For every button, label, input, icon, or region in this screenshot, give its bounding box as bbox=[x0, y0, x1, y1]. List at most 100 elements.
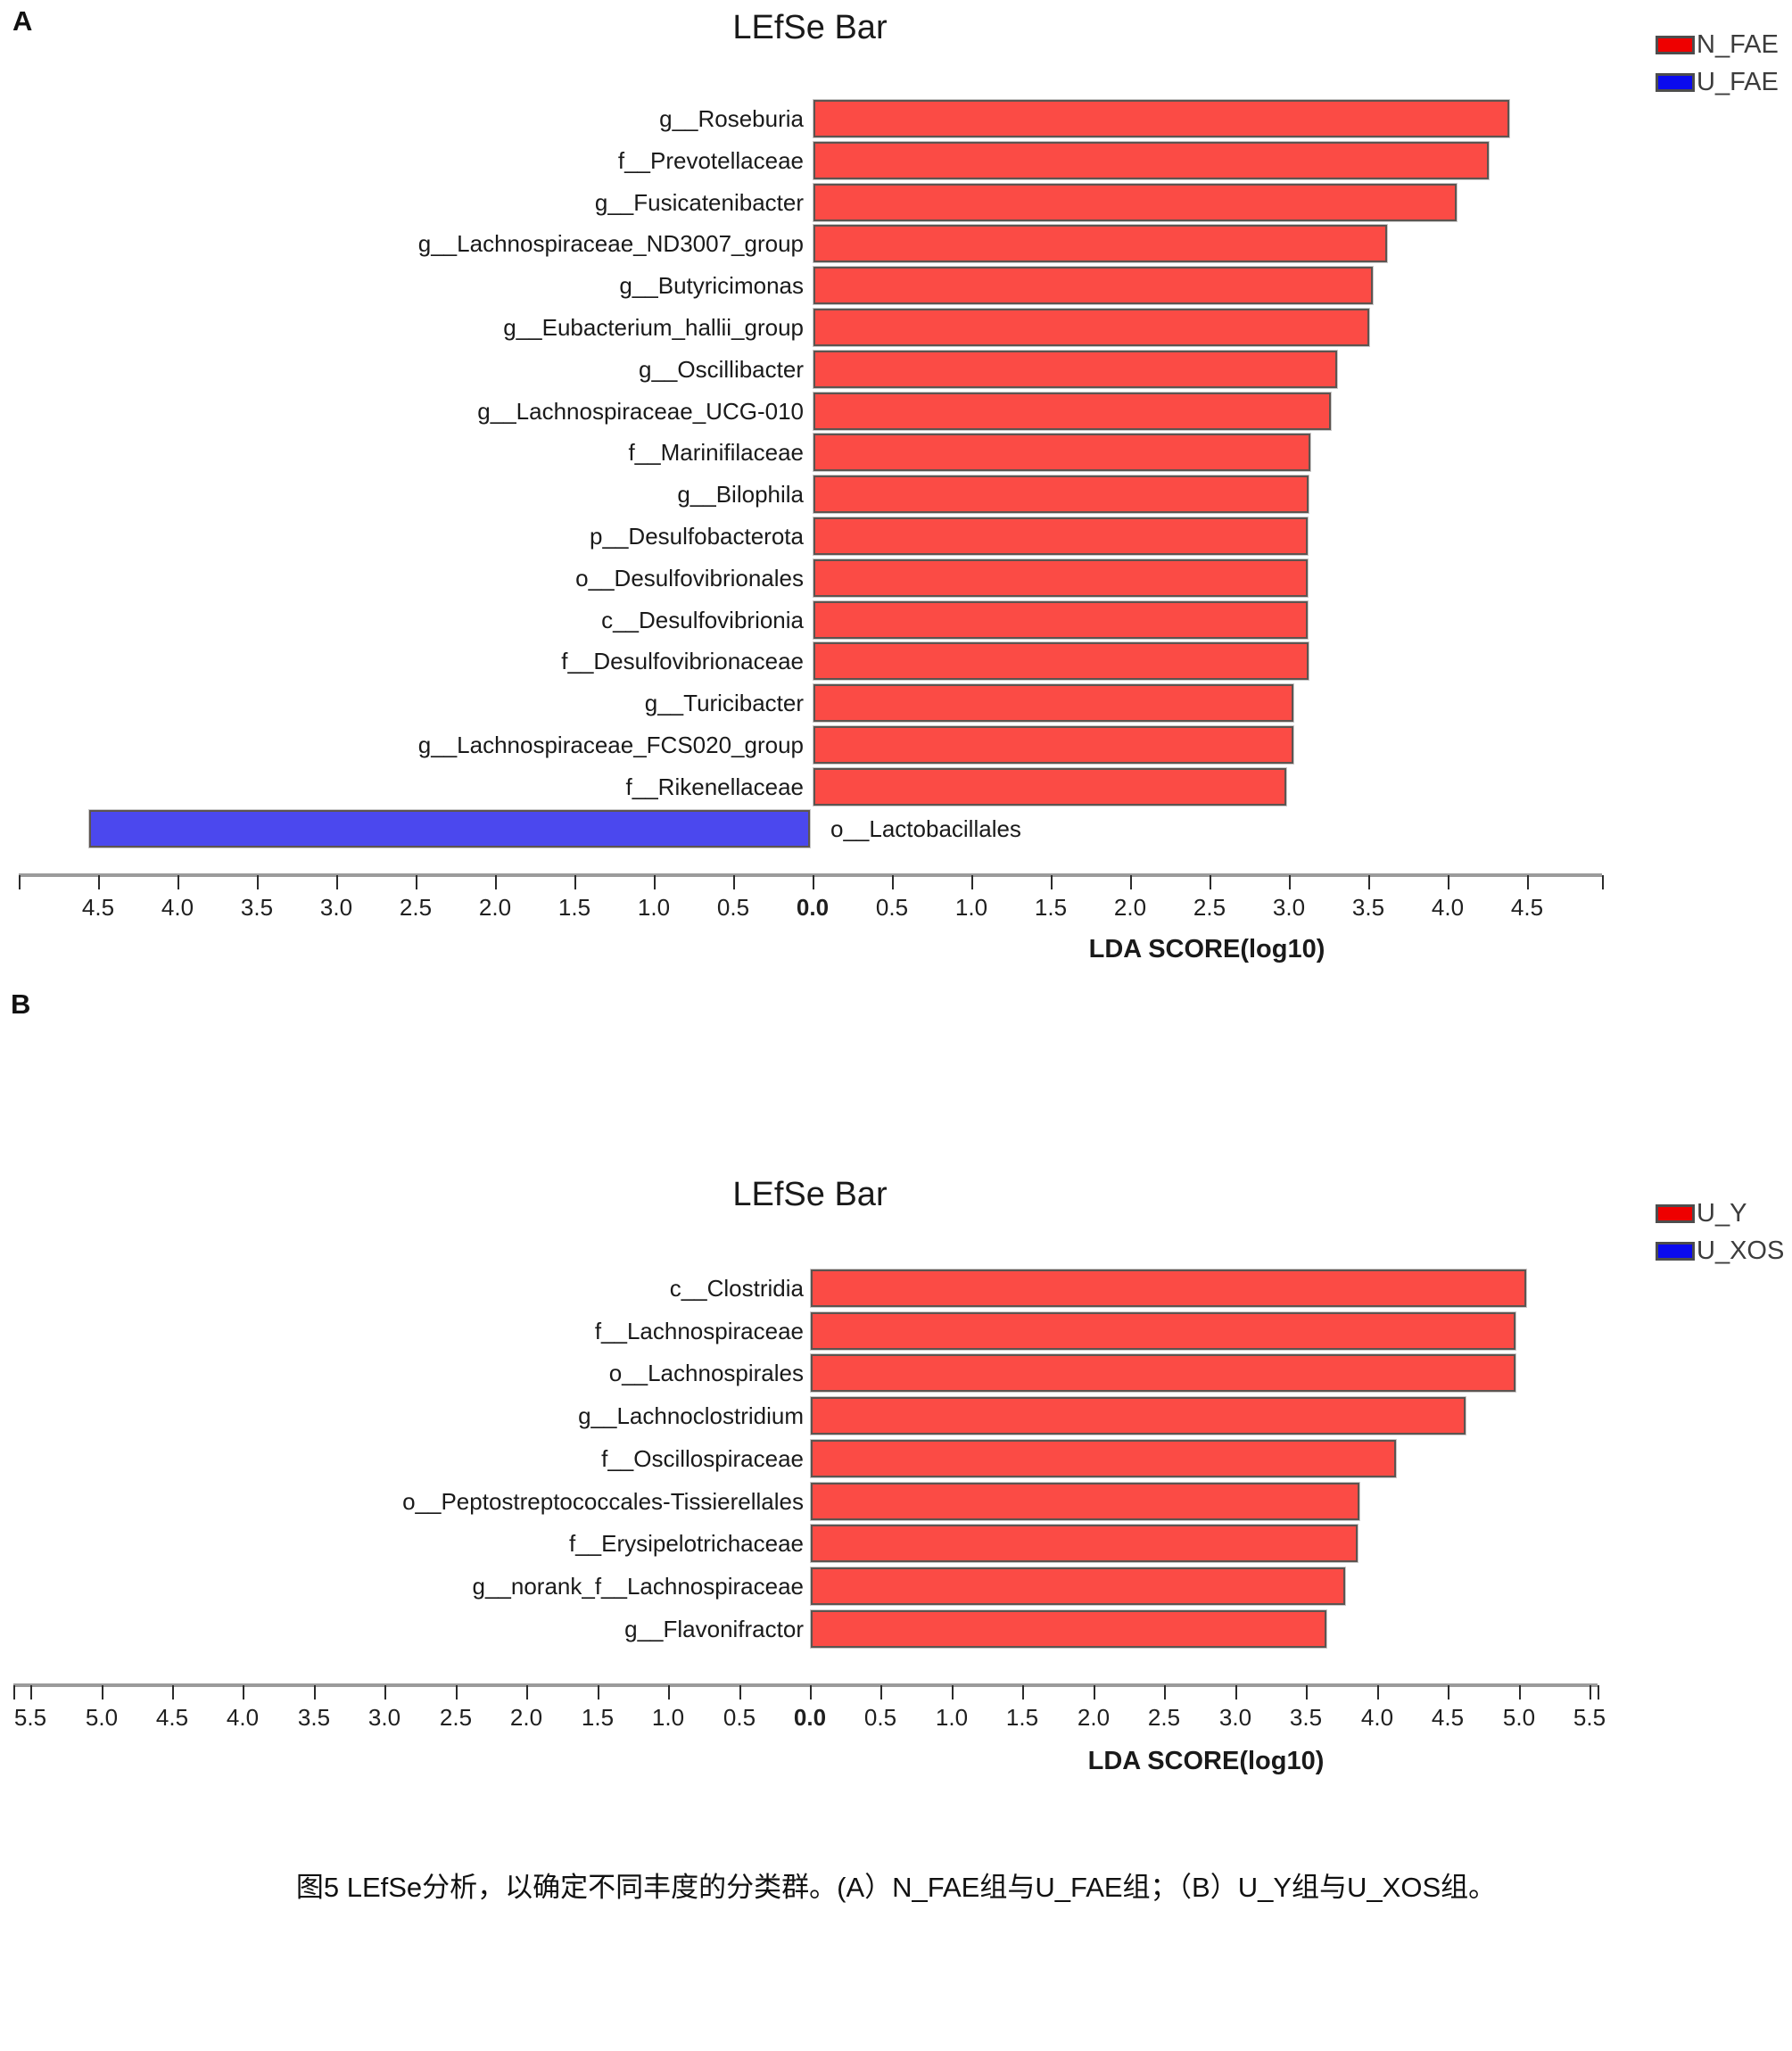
bar-label: g__Lachnospiraceae_ND3007_group bbox=[417, 230, 804, 257]
bar bbox=[813, 184, 1457, 221]
bar-label: g__Butyricimonas bbox=[619, 272, 804, 299]
legend-swatch-icon bbox=[1656, 1204, 1695, 1223]
axis-tick bbox=[1022, 1685, 1024, 1700]
axis-tick bbox=[574, 875, 576, 889]
bar-label: g__Lachnospiraceae_FCS020_group bbox=[417, 732, 804, 758]
axis-tick bbox=[880, 1685, 882, 1700]
legend-item-u-y: U_Y bbox=[1656, 1199, 1747, 1228]
bar bbox=[813, 559, 1308, 597]
bar bbox=[813, 642, 1309, 680]
x-axis-title: LDA SCORE(log10) bbox=[1088, 935, 1325, 963]
axis-tick bbox=[416, 875, 417, 889]
bar bbox=[813, 434, 1310, 471]
panel-b-letter: B bbox=[11, 988, 31, 1020]
bar bbox=[813, 601, 1308, 639]
bar-label: g__Oscillibacter bbox=[639, 356, 804, 383]
bar-label: f__Oscillospiraceae bbox=[601, 1445, 804, 1472]
x-axis-title: LDA SCORE(log10) bbox=[1087, 1747, 1325, 1775]
bar-label: g__Lachnospiraceae_UCG-010 bbox=[477, 398, 804, 425]
axis-tick bbox=[1527, 875, 1529, 889]
bar-label: o__Lachnospirales bbox=[608, 1360, 804, 1386]
axis-tick-label: 5.0 bbox=[1502, 1704, 1536, 1731]
axis-tick bbox=[1590, 1685, 1591, 1700]
axis-tick-label: 1.0 bbox=[651, 1704, 685, 1731]
axis-tick-label: 3.0 bbox=[319, 894, 353, 921]
bar bbox=[813, 351, 1337, 388]
bar bbox=[811, 1312, 1515, 1350]
x-axis-line bbox=[13, 1683, 1598, 1687]
axis-tick-label: 1.5 bbox=[557, 894, 591, 921]
axis-tick bbox=[654, 875, 656, 889]
axis-tick-label: 1.5 bbox=[1034, 894, 1068, 921]
bar bbox=[813, 726, 1293, 764]
legend-swatch-icon bbox=[1656, 73, 1695, 92]
axis-tick-label: 2.0 bbox=[1077, 1704, 1111, 1731]
axis-tick bbox=[314, 1685, 316, 1700]
axis-tick bbox=[336, 875, 338, 889]
axis-tick bbox=[1448, 875, 1449, 889]
axis-tick bbox=[456, 1685, 458, 1700]
bar bbox=[811, 1525, 1358, 1562]
axis-tick-label: 5.5 bbox=[13, 1704, 47, 1731]
bar bbox=[811, 1440, 1396, 1477]
bar bbox=[813, 476, 1309, 513]
chart-title: LEfSe Bar bbox=[732, 1176, 888, 1213]
axis-tick bbox=[1289, 875, 1291, 889]
axis-tick-label: 4.0 bbox=[161, 894, 194, 921]
axis-tick-label: 0.0 bbox=[793, 1704, 827, 1731]
bar-label: g__Fusicatenibacter bbox=[594, 189, 804, 216]
axis-tick-label: 2.5 bbox=[399, 894, 433, 921]
bar bbox=[811, 1354, 1515, 1392]
bar bbox=[811, 1483, 1359, 1520]
panel-a-letter: A bbox=[12, 5, 33, 37]
bar-label: f__Prevotellaceae bbox=[617, 147, 804, 174]
axis-tick bbox=[1094, 1685, 1095, 1700]
legend-item-u-xos: U_XOS bbox=[1656, 1236, 1784, 1266]
axis-tick-label: 4.5 bbox=[1431, 1704, 1465, 1731]
axis-tick bbox=[257, 875, 259, 889]
axis-tick bbox=[384, 1685, 386, 1700]
axis-tick bbox=[1377, 1685, 1379, 1700]
axis-tick-label: 2.5 bbox=[1193, 894, 1226, 921]
x-axis-line bbox=[19, 873, 1602, 877]
axis-tick-label: 3.5 bbox=[297, 1704, 331, 1731]
axis-tick bbox=[1051, 875, 1053, 889]
axis-tick-label: 1.0 bbox=[935, 1704, 969, 1731]
axis-tick bbox=[98, 875, 100, 889]
axis-tick bbox=[668, 1685, 670, 1700]
axis-tick bbox=[1235, 1685, 1237, 1700]
bar-label: o__Desulfovibrionales bbox=[575, 565, 804, 591]
bar-label: f__Desulfovibrionaceae bbox=[561, 648, 804, 674]
axis-tick bbox=[1306, 1685, 1308, 1700]
axis-tick-label: 0.5 bbox=[716, 894, 750, 921]
axis-tick bbox=[1210, 875, 1211, 889]
bar bbox=[813, 768, 1286, 806]
bar-label: o__Peptostreptococcales-Tissierellales bbox=[402, 1488, 804, 1515]
axis-tick bbox=[1448, 1685, 1449, 1700]
figure-caption: 图5 LEfSe分析，以确定不同丰度的分类群。(A）N_FAE组与U_FAE组；… bbox=[295, 1872, 1497, 1903]
axis-tick bbox=[598, 1685, 599, 1700]
axis-tick bbox=[952, 1685, 954, 1700]
bar-label: c__Desulfovibrionia bbox=[601, 607, 804, 633]
axis-end-tick bbox=[1598, 1685, 1599, 1700]
legend-label: U_FAE bbox=[1697, 68, 1779, 96]
legend-item-u-fae: U_FAE bbox=[1656, 68, 1779, 97]
bar bbox=[813, 309, 1369, 346]
axis-tick-label: 3.5 bbox=[240, 894, 274, 921]
axis-tick-label: 2.0 bbox=[509, 1704, 543, 1731]
axis-tick-label: 5.5 bbox=[1573, 1704, 1606, 1731]
axis-tick bbox=[813, 875, 814, 889]
axis-tick-label: 4.5 bbox=[81, 894, 115, 921]
legend-swatch-icon bbox=[1656, 36, 1695, 54]
bar bbox=[813, 100, 1509, 137]
axis-tick-label: 2.0 bbox=[478, 894, 512, 921]
axis-tick-label: 1.0 bbox=[637, 894, 671, 921]
axis-tick bbox=[30, 1685, 32, 1700]
axis-tick-label: 1.5 bbox=[1005, 1704, 1039, 1731]
bar-label: g__Lachnoclostridium bbox=[578, 1402, 804, 1429]
axis-tick bbox=[892, 875, 894, 889]
bar-label: g__Roseburia bbox=[659, 105, 804, 132]
bar-label: p__Desulfobacterota bbox=[590, 523, 804, 550]
bar bbox=[811, 1269, 1526, 1307]
bar bbox=[813, 225, 1387, 262]
